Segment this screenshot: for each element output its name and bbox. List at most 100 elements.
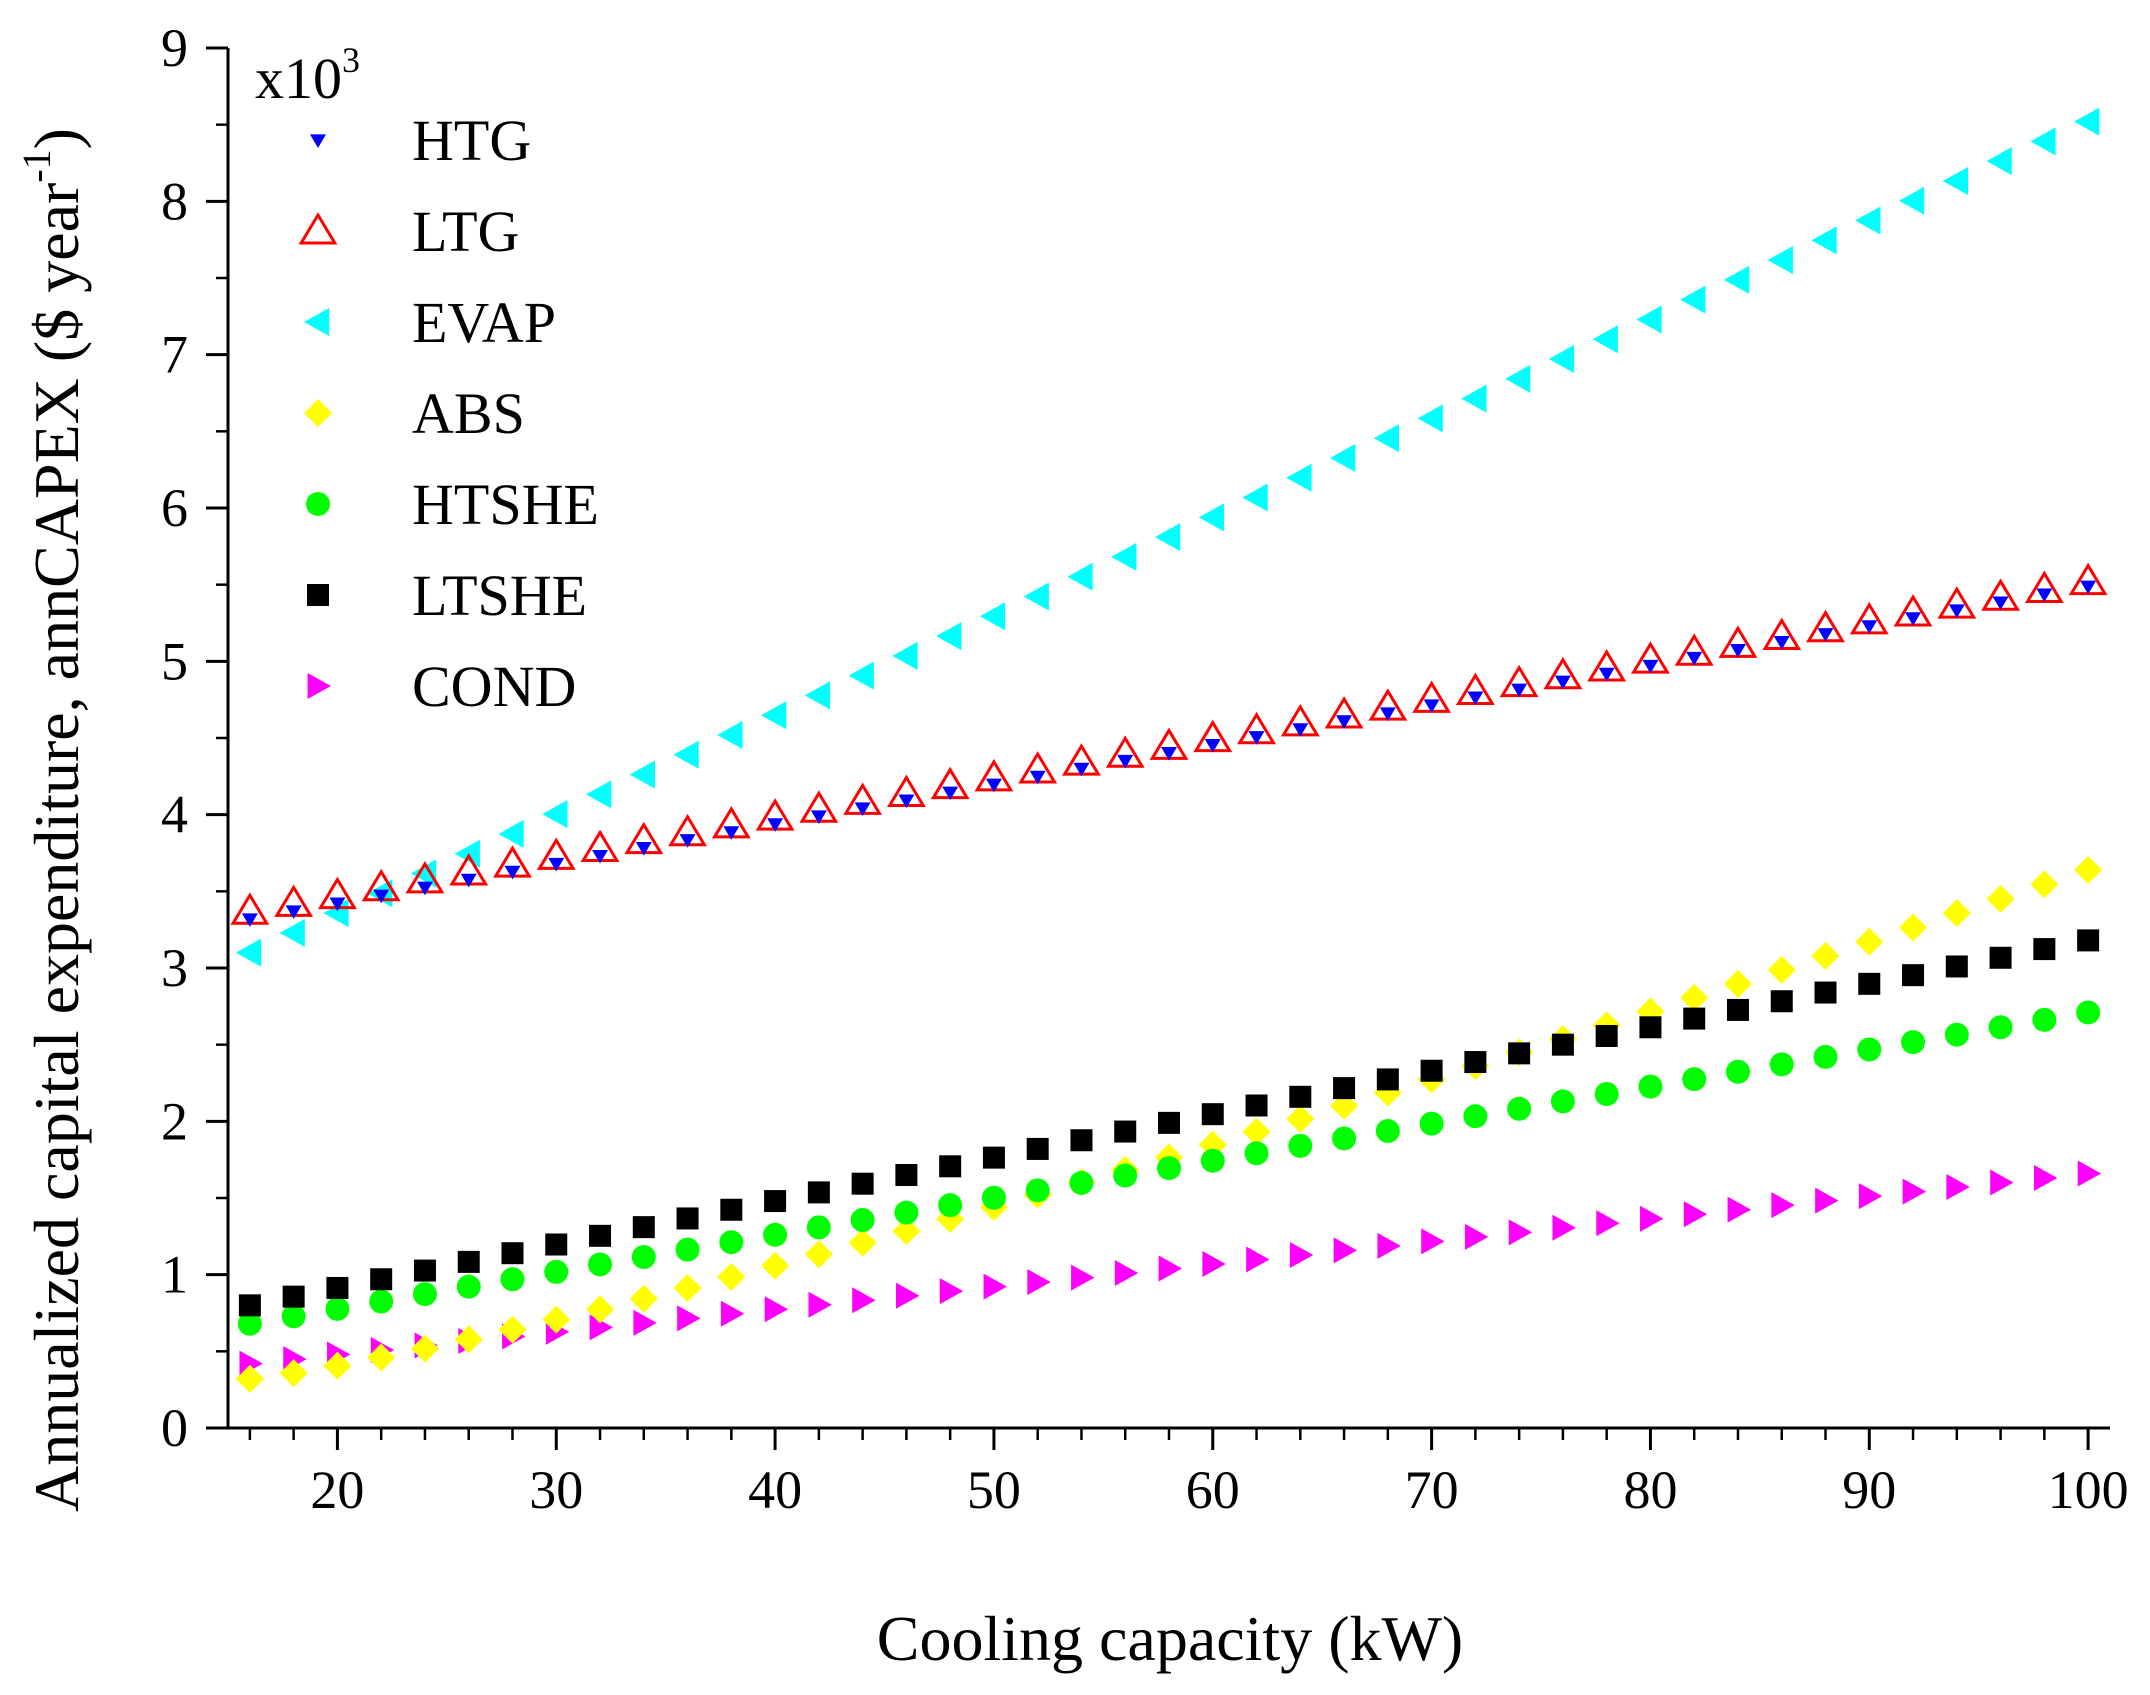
data-point-htshe [1944, 1022, 1969, 1047]
data-point-evap [1986, 147, 2012, 176]
data-point-abs [629, 1284, 658, 1313]
data-point-abs [1767, 955, 1796, 984]
legend-label: EVAP [412, 290, 556, 355]
data-point-ltshe [1770, 990, 1793, 1013]
data-point-ltshe [238, 1294, 261, 1317]
data-point-ltshe [895, 1164, 918, 1186]
data-point-htshe [675, 1237, 700, 1262]
data-point-evap [804, 681, 831, 710]
y-tick-label: 9 [161, 18, 188, 78]
data-point-ltshe [1376, 1068, 1399, 1091]
legend-marker [306, 492, 330, 516]
data-point-htshe [412, 1282, 437, 1307]
data-point-htg [810, 810, 827, 824]
data-point-htshe [1507, 1096, 1532, 1121]
data-point-cond [852, 1287, 876, 1314]
data-point-abs [542, 1305, 571, 1334]
data-point-evap [761, 701, 787, 730]
data-point-htshe [588, 1252, 613, 1277]
x-tick-label: 70 [1405, 1460, 1459, 1520]
data-point-ltshe [1858, 972, 1881, 995]
data-point-htg [1423, 699, 1440, 714]
y-axis-label-close: ) [21, 128, 92, 149]
data-point-htshe [2076, 1000, 2101, 1025]
legend-label: ABS [412, 381, 525, 446]
data-point-ltshe [807, 1181, 830, 1204]
legend-item-cond: COND [307, 654, 576, 719]
legend-item-evap: EVAP [304, 290, 556, 355]
data-point-htshe [456, 1274, 481, 1299]
data-point-evap [1242, 483, 1268, 512]
data-point-cond [1771, 1192, 1795, 1219]
series-htg [241, 580, 2097, 927]
legend-item-htshe: HTSHE [306, 472, 599, 537]
data-point-ltshe [1726, 998, 1749, 1021]
y-tick-label: 5 [161, 631, 188, 691]
data-point-htshe [1638, 1074, 1663, 1099]
data-point-htg [1336, 715, 1353, 729]
legend-marker [307, 673, 331, 699]
data-point-cond [1421, 1228, 1445, 1255]
data-point-ltshe [1508, 1042, 1531, 1065]
data-point-htg [1467, 691, 1484, 706]
data-point-htshe [544, 1259, 569, 1284]
data-point-htg [1204, 739, 1221, 753]
y-tick-label: 1 [161, 1245, 188, 1305]
data-point-htg [416, 881, 433, 896]
data-point-evap [1155, 523, 1181, 552]
data-point-ltshe [370, 1268, 393, 1291]
data-point-ltshe [1945, 955, 1968, 978]
data-point-ltshe [1158, 1111, 1180, 1134]
legend-label: HTG [412, 108, 531, 173]
data-point-htg [1686, 651, 1703, 666]
data-point-htg [1117, 754, 1134, 769]
data-point-htshe [631, 1245, 656, 1270]
data-point-ltshe [1464, 1051, 1487, 1074]
data-point-evap [1286, 463, 1312, 492]
data-point-htg [1773, 636, 1790, 650]
data-point-ltshe [851, 1172, 874, 1195]
y-axis-label-main: Annualized capital expenditure, annCAPEX… [21, 183, 92, 1512]
x-tick-label: 30 [529, 1460, 583, 1520]
legend-label: LTSHE [412, 563, 587, 628]
data-point-cond [2077, 1160, 2102, 1187]
data-point-evap [1461, 384, 1487, 413]
x-tick-label: 50 [967, 1460, 1021, 1520]
data-point-evap [1417, 404, 1443, 433]
data-point-evap [936, 622, 962, 651]
legend-label: HTSHE [412, 472, 599, 537]
data-point-htg [767, 818, 784, 832]
data-point-htshe [806, 1215, 831, 1240]
data-point-abs [717, 1262, 746, 1291]
data-point-cond [1946, 1174, 1970, 1201]
data-point-htg [1073, 762, 1090, 777]
data-point-htg [504, 865, 521, 880]
data-point-cond [720, 1300, 745, 1327]
data-point-htshe [894, 1200, 919, 1225]
data-point-cond [808, 1291, 832, 1318]
data-point-cond [1289, 1241, 1314, 1268]
data-point-ltshe [1902, 964, 1925, 987]
series-ltshe [238, 929, 2100, 1317]
data-point-htg [373, 889, 390, 904]
data-point-ltshe [1333, 1077, 1356, 1100]
data-point-htshe [237, 1311, 262, 1336]
data-point-cond [983, 1273, 1007, 1300]
data-point-ltshe [2077, 929, 2100, 952]
data-point-ltshe [589, 1224, 612, 1247]
data-point-htshe [281, 1304, 306, 1329]
data-point-abs [1680, 983, 1709, 1012]
data-point-evap [1198, 503, 1224, 532]
data-point-ltshe [1814, 981, 1837, 1004]
series-cond [239, 1160, 2102, 1377]
data-point-ltshe [413, 1259, 436, 1282]
data-point-htshe [1857, 1037, 1882, 1062]
data-point-cond [1114, 1260, 1139, 1287]
data-point-ltshe [1114, 1120, 1137, 1143]
data-point-htshe [1725, 1059, 1750, 1084]
data-point-htshe [1813, 1044, 1838, 1069]
axes: 20 30 40 50 60 70 80 90 100 0 1 2 3 4 5 6 7 8 9 [161, 18, 2129, 1520]
data-point-htg [1379, 707, 1396, 721]
data-point-cond [589, 1314, 614, 1341]
data-point-htshe [2032, 1007, 2057, 1032]
